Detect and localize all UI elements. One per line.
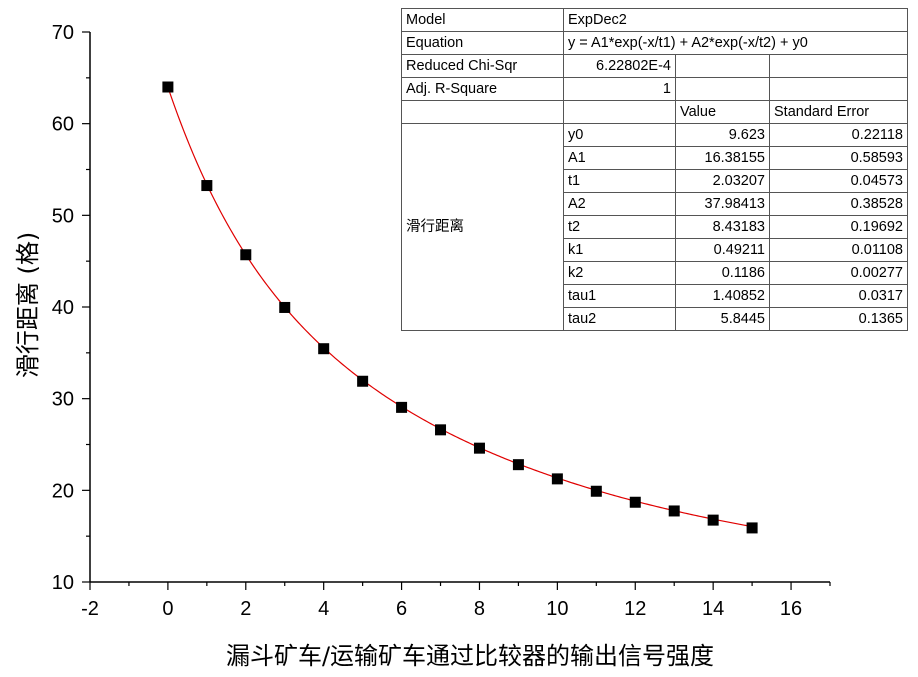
data-point — [162, 81, 174, 93]
x-tick-label: 14 — [702, 598, 724, 620]
empty-cell — [563, 100, 676, 124]
data-points — [162, 81, 758, 534]
y-tick-label: 10 — [52, 572, 74, 594]
param-error: 0.19692 — [769, 215, 908, 239]
x-tick-label: 6 — [396, 598, 407, 620]
param-row-t2: t2 8.43183 0.19692 — [402, 215, 908, 239]
empty-cell — [769, 54, 908, 78]
param-name: t2 — [563, 215, 676, 239]
param-value: 9.623 — [675, 123, 770, 147]
param-value: 0.49211 — [675, 238, 770, 262]
x-tick-label: 10 — [546, 598, 568, 620]
x-tick-label: 0 — [162, 598, 173, 620]
param-row-A2: A2 37.98413 0.38528 — [402, 192, 908, 216]
data-point — [551, 473, 563, 485]
fit-curve-layer — [167, 86, 753, 528]
param-error: 0.38528 — [769, 192, 908, 216]
data-point — [629, 496, 641, 508]
x-tick-label: 2 — [240, 598, 251, 620]
x-tick-label: 8 — [474, 598, 485, 620]
data-point — [240, 249, 252, 261]
empty-cell — [675, 54, 770, 78]
x-tick-label: 4 — [318, 598, 329, 620]
param-error: 0.1365 — [769, 307, 908, 331]
param-name: A1 — [563, 146, 676, 170]
table-row: Adj. R-Square 1 — [401, 77, 908, 101]
y-tick-label: 60 — [52, 114, 74, 136]
y-tick-label: 40 — [52, 297, 74, 319]
param-value: 1.40852 — [675, 284, 770, 308]
param-row-y0: 滑行距离 y0 9.623 0.22118 — [401, 123, 908, 331]
y-tick-label: 50 — [52, 205, 74, 227]
value-header: Value — [675, 100, 770, 124]
param-name: tau1 — [563, 284, 676, 308]
param-row-A1: A1 16.38155 0.58593 — [402, 146, 908, 170]
param-value: 2.03207 — [675, 169, 770, 193]
r2-label: Adj. R-Square — [401, 77, 564, 101]
data-point — [473, 442, 485, 454]
model-value: ExpDec2 — [563, 8, 908, 32]
x-axis-title: 漏斗矿车/运输矿车通过比较器的输出信号强度 — [226, 642, 714, 670]
data-point — [318, 343, 330, 355]
param-row-tau2: tau2 5.8445 0.1365 — [402, 307, 908, 331]
param-row-k2: k2 0.1186 0.00277 — [402, 261, 908, 285]
empty-cell — [769, 77, 908, 101]
param-row-t1: t1 2.03207 0.04573 — [402, 169, 908, 193]
data-point — [396, 401, 408, 413]
param-error: 0.0317 — [769, 284, 908, 308]
param-value: 37.98413 — [675, 192, 770, 216]
param-error: 0.22118 — [769, 123, 908, 147]
equation-value: y = A1*exp(-x/t1) + A2*exp(-x/t2) + y0 — [563, 31, 908, 55]
data-point — [201, 180, 213, 192]
table-row: Equation y = A1*exp(-x/t1) + A2*exp(-x/t… — [401, 31, 908, 55]
stderr-header: Standard Error — [769, 100, 908, 124]
param-value: 5.8445 — [675, 307, 770, 331]
data-point — [357, 375, 369, 387]
param-error: 0.58593 — [769, 146, 908, 170]
table-row: Model ExpDec2 — [401, 8, 908, 32]
chisqr-value: 6.22802E-4 — [563, 54, 676, 78]
y-tick-label: 70 — [52, 22, 74, 44]
param-error: 0.00277 — [769, 261, 908, 285]
y-tick-label: 30 — [52, 389, 74, 411]
param-error: 0.01108 — [769, 238, 908, 262]
y-axis-title: 滑行距离 (格) — [14, 232, 42, 378]
param-value: 8.43183 — [675, 215, 770, 239]
empty-cell — [401, 100, 564, 124]
param-name: tau2 — [563, 307, 676, 331]
param-error: 0.04573 — [769, 169, 908, 193]
param-value: 0.1186 — [675, 261, 770, 285]
chisqr-label: Reduced Chi-Sqr — [401, 54, 564, 78]
param-rows: 滑行距离 y0 9.623 0.22118 A1 16.38155 0.58593 t1 2.0… — [401, 123, 908, 331]
param-name: k1 — [563, 238, 676, 262]
param-name: y0 — [563, 123, 676, 147]
data-point — [590, 485, 602, 497]
data-point — [512, 459, 524, 471]
param-value: 16.38155 — [675, 146, 770, 170]
table-row: Value Standard Error — [401, 100, 908, 124]
fit-curve — [167, 86, 753, 528]
data-point — [668, 505, 680, 517]
param-name: k2 — [563, 261, 676, 285]
y-tick-label: 20 — [52, 480, 74, 502]
data-point — [746, 522, 758, 534]
x-tick-label: 12 — [624, 598, 646, 620]
data-point — [435, 424, 447, 436]
axes: -2 0 2 4 6 8 10 12 14 16 10 20 30 40 50 60 70 — [52, 22, 831, 620]
data-point — [707, 514, 719, 526]
param-name: A2 — [563, 192, 676, 216]
r2-value: 1 — [563, 77, 676, 101]
data-point — [279, 301, 291, 313]
equation-label: Equation — [401, 31, 564, 55]
param-name: t1 — [563, 169, 676, 193]
empty-cell — [675, 77, 770, 101]
x-tick-label: 16 — [780, 598, 802, 620]
model-label: Model — [401, 8, 564, 32]
x-tick-label: -2 — [81, 598, 99, 620]
group-label: 滑行距离 — [401, 123, 564, 331]
fit-results-table: Model ExpDec2 Equation y = A1*exp(-x/t1)… — [401, 8, 908, 331]
table-row: Reduced Chi-Sqr 6.22802E-4 — [401, 54, 908, 78]
